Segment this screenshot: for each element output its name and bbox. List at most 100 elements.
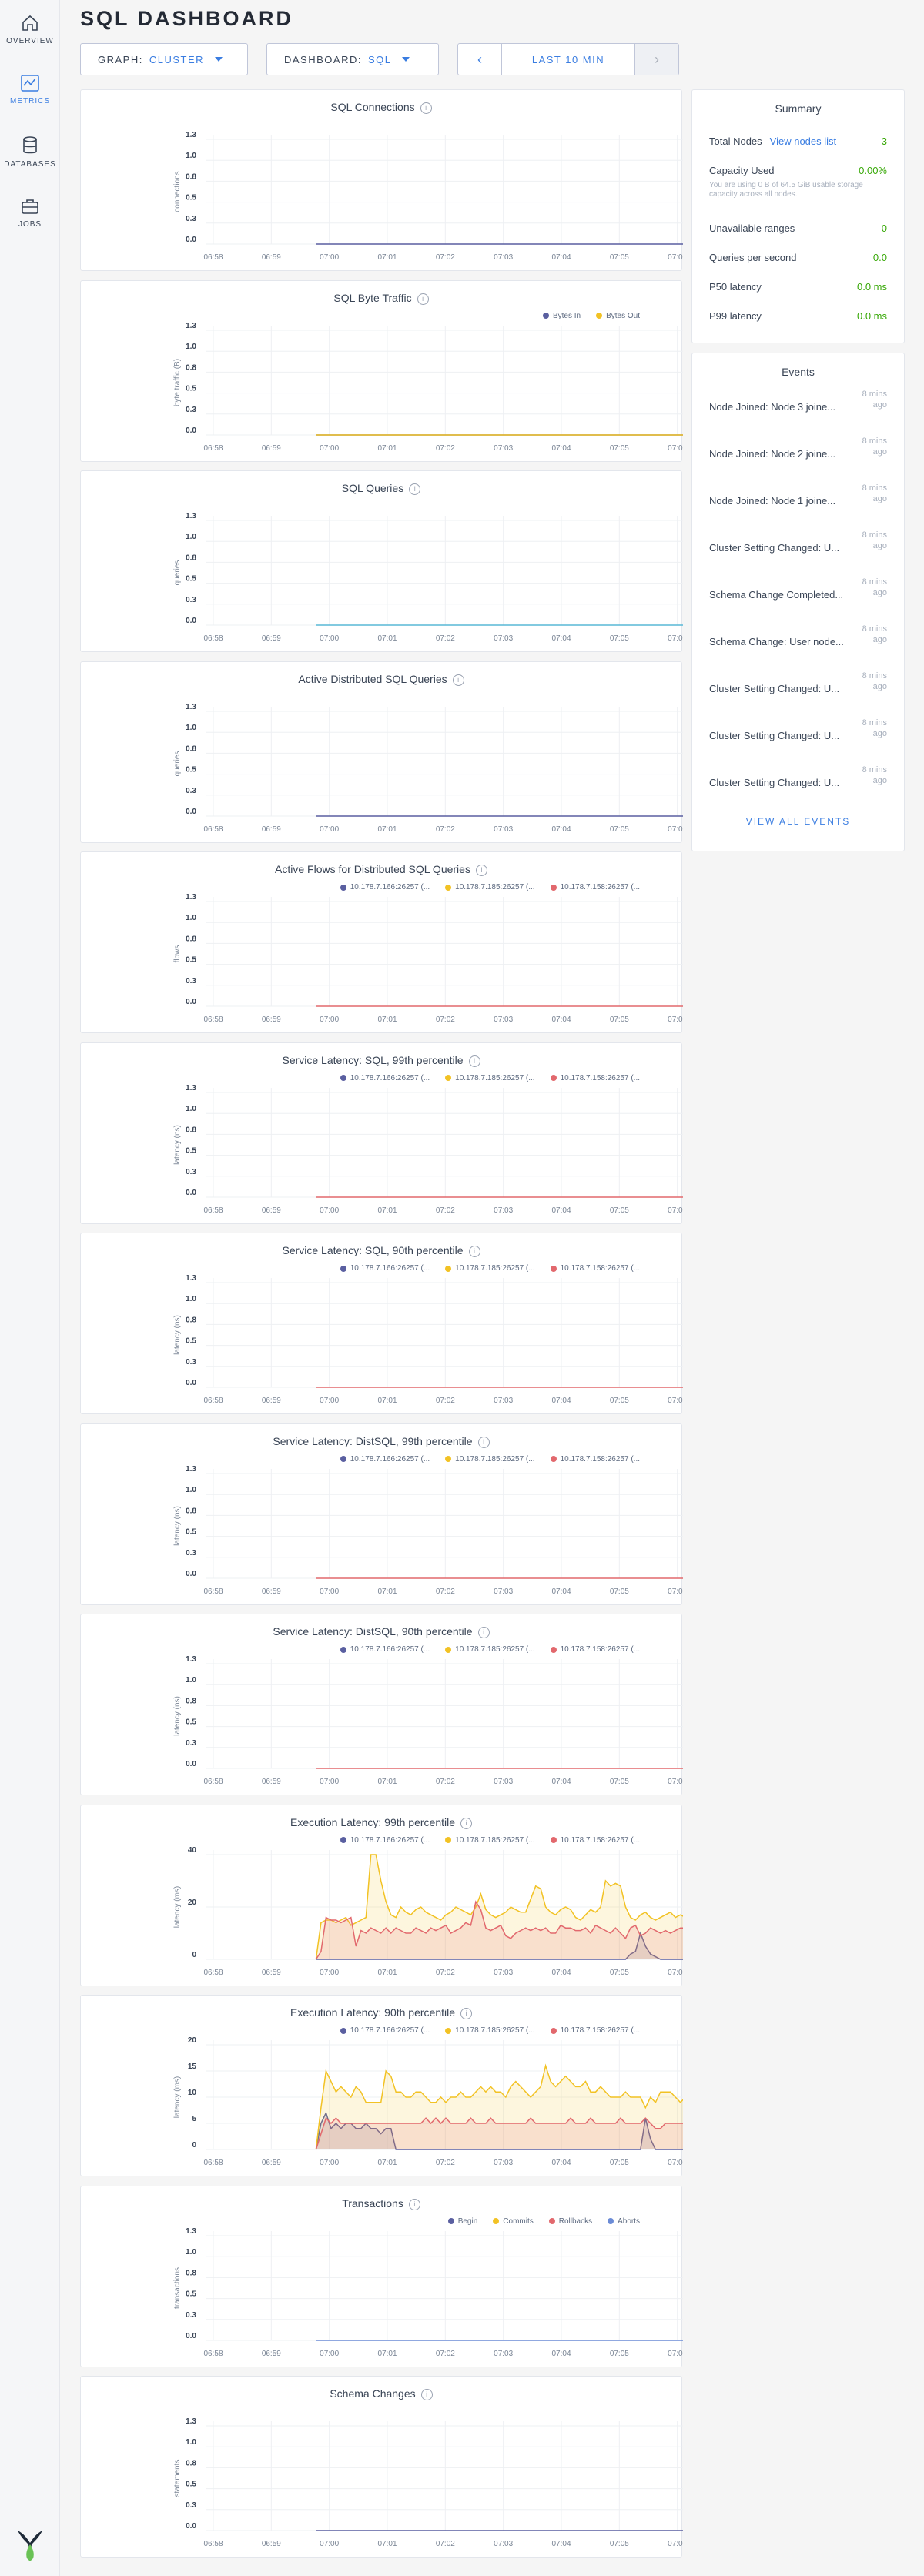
x-tick-label: 07:02 [436, 1969, 455, 1977]
event-text: Cluster Setting Changed: U... [709, 683, 840, 694]
info-icon[interactable]: i [408, 2198, 420, 2210]
legend-label: 10.178.7.158:26257 (... [560, 1835, 640, 1845]
legend-item[interactable]: Rollbacks [548, 2217, 592, 2226]
legend-item[interactable]: Aborts [608, 2217, 640, 2226]
legend-swatch [550, 2027, 557, 2034]
caret-down-icon [215, 57, 223, 62]
event-item[interactable]: Node Joined: Node 2 joine... 8 mins ago [709, 437, 887, 460]
y-tick-label: 0.8 [186, 2269, 196, 2277]
x-tick-label: 07:03 [494, 1969, 513, 1977]
legend-item[interactable]: 10.178.7.185:26257 (... [445, 1455, 535, 1464]
graph-dropdown[interactable]: GRAPH: CLUSTER [80, 43, 248, 75]
legend-item[interactable]: 10.178.7.166:26257 (... [340, 2026, 430, 2035]
cockroach-logo-icon[interactable] [15, 2527, 45, 2564]
legend-item[interactable]: Bytes In [542, 312, 581, 320]
info-icon[interactable]: i [460, 1817, 473, 1829]
event-item[interactable]: Cluster Setting Changed: U... 8 mins ago [709, 718, 887, 741]
time-range-value[interactable]: LAST 10 MIN [501, 44, 635, 75]
legend-item[interactable]: 10.178.7.166:26257 (... [340, 1455, 430, 1464]
x-tick-label: 07:01 [377, 444, 397, 453]
info-icon[interactable]: i [460, 2008, 473, 2019]
dashboard-dropdown[interactable]: DASHBOARD: SQL [266, 43, 439, 75]
legend-item[interactable]: 10.178.7.158:26257 (... [550, 1264, 640, 1273]
next-time-button[interactable]: › [635, 44, 678, 75]
x-tick-label: 07:04 [551, 2540, 571, 2548]
x-tick-label: 06:58 [203, 1015, 223, 1024]
info-icon[interactable]: i [417, 293, 429, 305]
legend-item[interactable]: 10.178.7.185:26257 (... [445, 2026, 535, 2035]
event-item[interactable]: Cluster Setting Changed: U... 8 mins ago [709, 765, 887, 788]
chart-panel-service-latency-distsql-99th-percentile: Service Latency: DistSQL, 99th percentil… [80, 1423, 683, 1605]
chart-panel-execution-latency-99th-percentile: Execution Latency: 99th percentile i 10.17… [80, 1804, 683, 1986]
event-item[interactable]: Node Joined: Node 1 joine... 8 mins ago [709, 483, 887, 507]
summary-p99: P99 latency 0.0 ms [709, 310, 887, 322]
legend-item[interactable]: 10.178.7.158:26257 (... [550, 883, 640, 892]
info-icon[interactable]: i [468, 1246, 480, 1257]
legend-item[interactable]: 10.178.7.185:26257 (... [445, 1073, 535, 1082]
info-icon[interactable]: i [420, 2389, 433, 2400]
chart-title: Execution Latency: 99th percentile i [81, 1816, 681, 1829]
series-line [315, 2063, 683, 2150]
event-item[interactable]: Schema Change Completed... 8 mins ago [709, 577, 887, 601]
legend-label: 10.178.7.185:26257 (... [455, 1073, 535, 1082]
legend-item[interactable]: 10.178.7.166:26257 (... [340, 1264, 430, 1273]
x-tick-label: 07:05 [610, 1206, 629, 1215]
legend-item[interactable]: 10.178.7.166:26257 (... [340, 1645, 430, 1654]
info-icon[interactable]: i [468, 1055, 480, 1067]
legend-item[interactable]: 10.178.7.166:26257 (... [340, 1836, 430, 1845]
legend-item[interactable]: 10.178.7.185:26257 (... [445, 1836, 535, 1845]
nav-overview[interactable]: OVERVIEW [0, 14, 60, 45]
info-icon[interactable]: i [477, 1627, 490, 1638]
event-time: 8 mins ago [862, 718, 887, 738]
info-icon[interactable]: i [409, 483, 421, 495]
y-tick-label: 40 [188, 1846, 197, 1855]
x-tick-label: 07:05 [610, 1587, 629, 1596]
info-icon[interactable]: i [452, 674, 464, 686]
y-tick-label: 0.5 [186, 1718, 196, 1727]
info-icon[interactable]: i [420, 102, 432, 114]
info-icon[interactable]: i [477, 1436, 490, 1448]
legend-item[interactable]: Begin [447, 2217, 477, 2226]
x-tick-label: 06:59 [262, 1015, 281, 1024]
legend-item[interactable]: 10.178.7.158:26257 (... [550, 1074, 640, 1082]
x-tick-label: 06:59 [262, 1778, 281, 1786]
legend-item[interactable]: 10.178.7.185:26257 (... [445, 883, 535, 892]
y-tick-label: 0.5 [186, 2481, 196, 2489]
info-icon[interactable]: i [475, 865, 487, 876]
legend-item[interactable]: 10.178.7.166:26257 (... [340, 883, 430, 892]
x-tick-label: 07:06 [668, 825, 683, 834]
legend-item[interactable]: 10.178.7.166:26257 (... [340, 1074, 430, 1082]
y-tick-label: 1.0 [186, 914, 196, 922]
legend-item[interactable]: 10.178.7.185:26257 (... [445, 1264, 535, 1273]
event-item[interactable]: Schema Change: User node... 8 mins ago [709, 624, 887, 647]
x-tick-label: 07:06 [668, 1206, 683, 1215]
x-tick-label: 07:05 [610, 2350, 629, 2358]
y-tick-label: 1.0 [186, 1295, 196, 1303]
event-text: Node Joined: Node 3 joine... [709, 401, 836, 413]
view-all-events-link[interactable]: VIEW ALL EVENTS [745, 816, 851, 827]
chart-title: Schema Changes i [81, 2387, 681, 2400]
y-tick-label: 0.5 [186, 1146, 196, 1155]
legend-item[interactable]: Bytes Out [596, 312, 640, 320]
event-time: 8 mins ago [862, 437, 887, 457]
nav-metrics[interactable]: METRICS [0, 74, 60, 105]
event-item[interactable]: Cluster Setting Changed: U... 8 mins ago [709, 671, 887, 694]
legend-item[interactable]: 10.178.7.185:26257 (... [445, 1645, 535, 1654]
x-tick-label: 06:58 [203, 1969, 223, 1977]
view-nodes-link[interactable]: View nodes list [769, 135, 837, 147]
nav-databases[interactable]: DATABASES [0, 135, 60, 169]
event-item[interactable]: Cluster Setting Changed: U... 8 mins ago [709, 530, 887, 554]
legend-item[interactable]: 10.178.7.158:26257 (... [550, 1645, 640, 1654]
nav-jobs[interactable]: JOBS [0, 197, 60, 229]
chart-legend: 10.178.7.166:26257 (... 10.178.7.185:2625… [340, 1074, 640, 1082]
chart-title-text: SQL Queries [341, 482, 404, 494]
sidebar: OVERVIEW METRICS DATABASES JOBS [0, 0, 60, 2576]
y-tick-label: 1.3 [186, 703, 196, 711]
legend-item[interactable]: 10.178.7.158:26257 (... [550, 1455, 640, 1464]
legend-item[interactable]: 10.178.7.158:26257 (... [550, 1835, 640, 1845]
legend-item[interactable]: 10.178.7.158:26257 (... [550, 2026, 640, 2035]
event-item[interactable]: Node Joined: Node 3 joine... 8 mins ago [709, 390, 887, 413]
legend-item[interactable]: Commits [493, 2217, 534, 2226]
chart-title: Service Latency: SQL, 99th percentile i [81, 1054, 681, 1067]
previous-time-button[interactable]: ‹ [477, 51, 482, 67]
